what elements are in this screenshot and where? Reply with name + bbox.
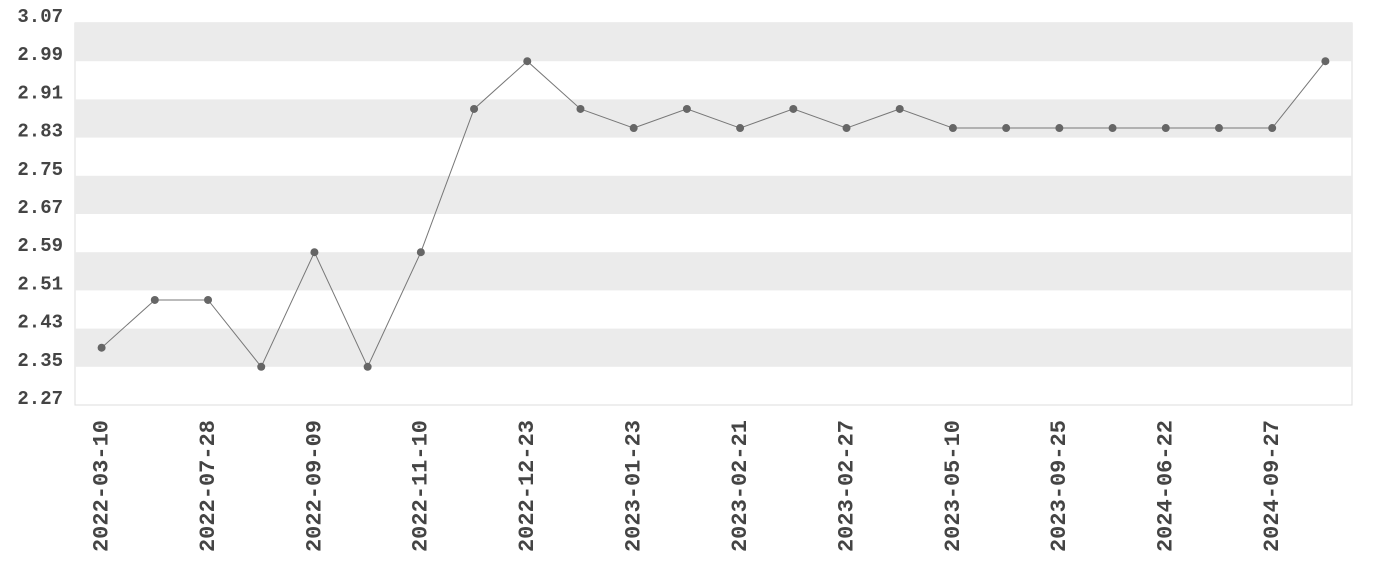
line [101,60,1326,368]
x-tick-label: 2023-02-21 [728,420,753,552]
point [470,104,479,113]
point [523,57,532,66]
x-tick-label: 2022-09-09 [302,420,327,552]
x-tick-label: 2024-09-27 [1260,420,1285,552]
y-tick-label: 3.07 [17,6,63,28]
point [257,362,266,371]
x-tick-label: 2023-01-23 [622,420,647,552]
grid-band [75,328,1352,367]
point [310,248,319,257]
point [1214,124,1223,133]
y-tick-label: 2.75 [17,159,63,181]
point [1108,124,1117,133]
point [948,124,957,133]
x-tick-label: 2023-05-10 [941,420,966,552]
point [682,104,691,113]
point [842,124,851,133]
y-tick-label: 2.27 [17,388,63,410]
x-tick-label: 2022-12-23 [515,420,540,552]
point [895,104,904,113]
y-tick-label: 2.83 [17,121,63,143]
point [576,104,585,113]
y-tick-label: 2.43 [17,312,63,334]
x-tick-label: 2022-11-10 [409,420,434,552]
point [204,295,213,304]
x-tick-label: 2022-07-28 [196,420,221,552]
point [97,343,106,352]
grid-band [75,252,1352,291]
x-tick-label: 2022-03-10 [89,420,114,552]
grid-band [75,23,1352,62]
y-tick-label: 2.67 [17,197,63,219]
y-tick-label: 2.99 [17,44,63,66]
point [1055,124,1064,133]
y-tick-label: 2.35 [17,350,63,372]
point [629,124,638,133]
point [1161,124,1170,133]
x-tick-label: 2023-09-25 [1047,420,1072,552]
point [1321,57,1330,66]
x-tick-label: 2024-06-22 [1154,420,1179,552]
y-tick-label: 2.59 [17,235,63,257]
point [1002,124,1011,133]
x-tick-label: 2023-02-27 [834,420,859,552]
point [416,248,425,257]
point [363,362,372,371]
grid-band [75,175,1352,214]
point [789,104,798,113]
point [150,295,159,304]
y-tick-label: 2.91 [17,82,63,104]
point [1268,124,1277,133]
point [736,124,745,133]
y-tick-label: 2.51 [17,273,63,295]
